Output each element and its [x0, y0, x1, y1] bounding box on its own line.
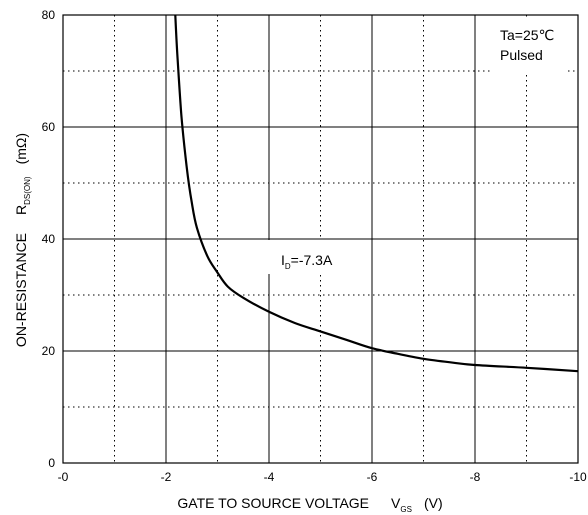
- y-tick-label: 0: [48, 456, 55, 470]
- x-tick-label: -4: [264, 470, 275, 484]
- x-tick-label: -6: [367, 470, 378, 484]
- y-tick-labels: 0 20 40 60 80: [42, 8, 56, 470]
- annotation-pulsed: Pulsed: [500, 47, 543, 63]
- x-tick-label: -2: [161, 470, 172, 484]
- x-tick-label: -10: [569, 470, 587, 484]
- series-label-subscript: D: [285, 262, 291, 271]
- x-axis-label-unit: (V): [424, 495, 443, 511]
- y-tick-label: 40: [42, 232, 56, 246]
- x-axis-label: GATE TO SOURCE VOLTAGE VGS (V): [177, 495, 442, 514]
- plot-frame: [62, 14, 579, 464]
- series-curves: [174, 14, 579, 373]
- series-label-suffix: =-7.3A: [291, 252, 333, 268]
- y-axis-label-text: ON-RESISTANCE: [13, 233, 29, 347]
- y-axis-label: ON-RESISTANCE RDS(ON) (mΩ): [13, 133, 32, 347]
- series-label: ID=-7.3A: [281, 252, 333, 271]
- y-axis-label-subscript: DS(ON): [23, 176, 32, 205]
- x-tick-label: -0: [58, 470, 69, 484]
- minor-gridlines: [63, 15, 578, 463]
- x-axis-label-text: GATE TO SOURCE VOLTAGE: [177, 495, 369, 511]
- y-tick-label: 20: [42, 344, 56, 358]
- y-axis-label-symbol: R: [13, 205, 29, 215]
- series-label-prefix: I: [281, 252, 285, 268]
- x-axis-label-symbol: V: [391, 495, 401, 511]
- x-axis-label-subscript: GS: [400, 505, 412, 514]
- series-label-background: [268, 240, 350, 274]
- annotation-background: [492, 20, 566, 72]
- x-tick-label: -8: [470, 470, 481, 484]
- major-gridlines: [63, 15, 578, 463]
- x-tick-labels: -0 -2 -4 -6 -8 -10: [58, 470, 587, 484]
- annotation-temperature: Ta=25℃: [500, 27, 554, 43]
- y-axis-label-unit: (mΩ): [13, 133, 29, 164]
- y-tick-label: 60: [42, 120, 56, 134]
- y-tick-label: 80: [42, 8, 56, 22]
- rds-on-curve: [174, 14, 579, 373]
